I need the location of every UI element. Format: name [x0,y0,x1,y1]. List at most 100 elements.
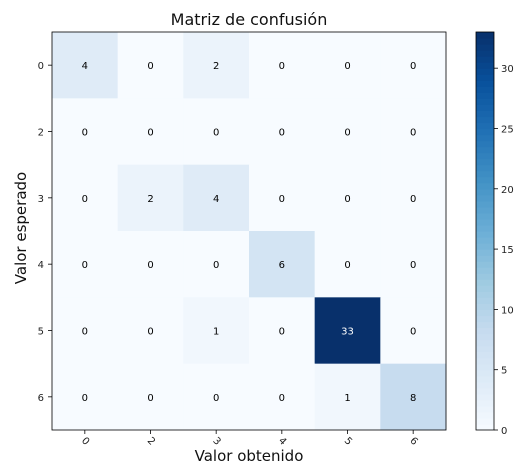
colorbar-tick-label: 30 [501,64,514,75]
colorbar-segment [476,140,494,148]
heatmap-cell [183,98,250,166]
colorbar-segment [476,110,494,118]
colorbar-segment [476,164,494,172]
colorbar-segment [476,218,494,226]
colorbar-segment [476,405,494,413]
y-tick-label: 3 [38,194,44,205]
heatmap-cell [380,363,447,431]
x-tick-label: 5 [342,436,354,448]
colorbar-segment [476,92,494,99]
cell-value-label: 0 [410,128,416,139]
cell-value-label: 0 [147,393,153,404]
heatmap-cell [380,32,447,99]
cell-value-label: 0 [279,194,285,205]
colorbar-segment [476,224,494,232]
colorbar-segment [476,134,494,142]
cell-value-label: 2 [147,194,153,205]
y-axis-label: Valor esperado [12,172,30,284]
heatmap-cell [380,231,447,298]
heatmap-cell [117,231,184,298]
colorbar-segment [476,321,494,329]
x-tick-label: 4 [276,436,288,448]
heatmap-cell [314,98,381,166]
colorbar-segment [476,261,494,268]
heatmap-cell [183,32,250,99]
cell-value-label: 0 [279,128,285,139]
heatmap-cell [52,164,119,232]
colorbar-segment [476,152,494,160]
y-tick-label: 4 [38,260,44,271]
heatmap-cell [249,32,316,99]
cell-value-label: 0 [279,61,285,72]
chart-title: Matriz de confusión [171,10,328,29]
cell-value-label: 0 [344,194,350,205]
y-tick-label: 0 [38,61,44,72]
colorbar-segment [476,369,494,377]
colorbar-segment [476,249,494,256]
colorbar-segment [476,309,494,317]
colorbar-segment [476,255,494,262]
colorbar-segment [476,80,494,87]
x-axis-label: Valor obtenido [195,447,304,465]
heatmap-cell [117,297,184,365]
colorbar-frame [475,31,495,431]
heatmap-cell [314,363,381,431]
heatmap-cell [249,164,316,232]
colorbar-segment [476,315,494,323]
colorbar-segment [476,38,494,45]
colorbar-segment [476,62,494,69]
cell-value-label: 0 [410,260,416,271]
heatmap-cell [52,297,119,365]
colorbar-segment [476,188,494,196]
y-tick-label: 2 [38,128,44,139]
heatmap-cell [249,363,316,431]
colorbar-segment [476,116,494,124]
x-tick-label: 3 [210,436,222,448]
colorbar-segment [476,146,494,154]
cell-value-label: 0 [147,61,153,72]
colorbar-segment [476,206,494,214]
heatmap-cell [183,363,250,431]
heatmap-cell [380,98,447,166]
colorbar-segment [476,68,494,75]
colorbar-segment [476,182,494,190]
heatmap-cell [117,32,184,99]
colorbar-segment [476,423,494,431]
cell-value-label: 0 [82,128,88,139]
heatmap-cell [314,164,381,232]
heatmap-cell [183,297,250,365]
colorbar-segment [476,387,494,395]
heatmap-cell [249,231,316,298]
y-tick-label: 6 [38,393,44,404]
cell-value-label: 0 [147,260,153,271]
cell-value-label: 0 [344,260,350,271]
cell-value-label: 2 [213,61,219,72]
colorbar-tick-label: 0 [501,426,507,437]
colorbar-segment [476,327,494,335]
cell-value-label: 0 [213,393,219,404]
colorbar-segment [476,357,494,365]
cell-value-label: 1 [344,393,350,404]
colorbar-tick-label: 15 [501,245,514,256]
heatmap-cell [314,231,381,298]
colorbar-segment [476,50,494,57]
heatmap-cell [183,231,250,298]
colorbar-segment [476,74,494,81]
colorbar-segment [476,339,494,347]
colorbar-segment [476,32,494,39]
colorbar-segment [476,375,494,383]
colorbar-segment [476,399,494,407]
cell-value-label: 0 [82,327,88,338]
cell-value-label: 0 [344,61,350,72]
heatmap-cell [52,231,119,298]
heatmap-cell [117,164,184,232]
colorbar-segment [476,285,494,292]
colorbar-segment [476,303,494,310]
cell-value-label: 8 [410,393,416,404]
x-tick-label: 6 [407,436,419,448]
colorbar-segment [476,333,494,341]
y-tick-label: 5 [38,327,44,338]
cell-value-label: 0 [410,61,416,72]
